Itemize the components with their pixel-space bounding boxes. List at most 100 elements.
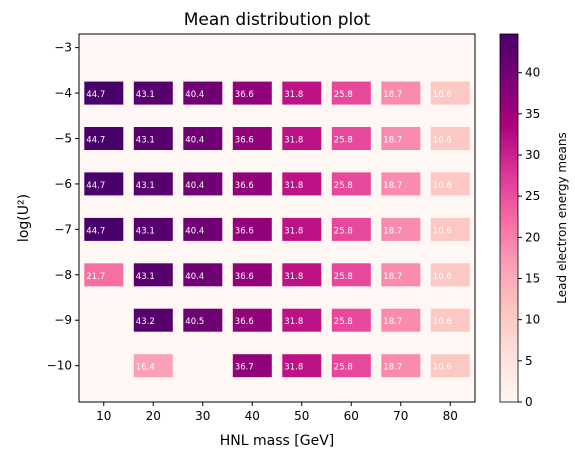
cell-value-label: 31.8 [284, 90, 303, 100]
heatmap-cell [331, 263, 371, 287]
cell-value-label: 25.8 [334, 226, 353, 236]
heatmap-cell [282, 217, 322, 241]
colorbar [499, 33, 519, 403]
cell-value-label: 36.7 [235, 363, 254, 373]
cell-value-label: 10.6 [433, 226, 452, 236]
cell-value-label: 43.1 [136, 90, 155, 100]
cell-value-label: 31.8 [284, 181, 303, 191]
cell-value-label: 21.7 [86, 272, 105, 282]
cell-value-label: 44.7 [86, 181, 105, 191]
x-tick-label: 80 [443, 409, 458, 423]
heatmap-cell-labels: 44.7 43.1 40.4 36.6 31.8 25.8 18.7 10.6 44.7 43.1… [86, 90, 451, 373]
heatmap-cell [381, 354, 421, 378]
heatmap-cell [84, 81, 124, 105]
heatmap-cell [282, 81, 322, 105]
colorbar-tick-label: 5 [525, 354, 533, 368]
heatmap-cell [381, 263, 421, 287]
heatmap-cell [331, 81, 371, 105]
heatmap-cell [430, 217, 470, 241]
cell-value-label: 40.4 [185, 181, 204, 191]
x-tick-label: 60 [344, 409, 359, 423]
colorbar-tick-label: 35 [525, 107, 540, 121]
heatmap-cells [84, 81, 470, 378]
heatmap-cell [430, 81, 470, 105]
cell-value-label: 31.8 [284, 272, 303, 282]
heatmap-cell [430, 308, 470, 332]
heatmap-cell [331, 354, 371, 378]
y-tick-label: −5 [54, 131, 72, 145]
x-tick-label: 40 [245, 409, 260, 423]
heatmap-cell [133, 81, 173, 105]
heatmap-cell [133, 127, 173, 150]
heatmap-cell [183, 172, 223, 196]
y-tick-label: −7 [54, 222, 72, 236]
cell-value-label: 0.0 [86, 317, 100, 327]
cell-value-label: 36.6 [235, 181, 254, 191]
cell-value-label: 10.6 [433, 136, 452, 146]
colorbar-tick-label: 40 [525, 66, 540, 80]
colorbar-tick-label: 15 [525, 272, 540, 286]
cell-value-label: 40.4 [185, 226, 204, 236]
cell-value-label: 25.8 [334, 363, 353, 373]
x-axis-ticks: 10 20 30 40 50 60 70 80 [96, 402, 458, 423]
cell-value-label: 25.8 [334, 317, 353, 327]
cell-value-label: 25.8 [334, 272, 353, 282]
x-tick-label: 70 [393, 409, 408, 423]
colorbar-tick-label: 0 [525, 395, 533, 409]
cell-value-label: 36.6 [235, 226, 254, 236]
cell-value-label: 18.7 [383, 272, 402, 282]
heatmap-cell [381, 127, 421, 150]
cell-value-label: 18.7 [383, 181, 402, 191]
heatmap-cell [381, 308, 421, 332]
cell-value-label: 40.4 [185, 90, 204, 100]
heatmap-cell [133, 354, 173, 378]
cell-value-label: 44.7 [86, 136, 105, 146]
heatmap-cell [183, 81, 223, 105]
heatmap-cell [331, 172, 371, 196]
heatmap-cell [232, 217, 272, 241]
colorbar-tick-label: 30 [525, 148, 540, 162]
heatmap-cell [133, 217, 173, 241]
cell-value-label: 40.4 [185, 272, 204, 282]
heatmap-cell [331, 217, 371, 241]
x-tick-label: 50 [294, 409, 309, 423]
cell-value-label: 40.5 [185, 317, 204, 327]
cell-value-label: 10.6 [433, 181, 452, 191]
cell-value-label: 36.6 [235, 90, 254, 100]
heatmap-cell [430, 263, 470, 287]
heatmap-cell [84, 308, 124, 332]
y-tick-label: −6 [54, 177, 72, 191]
heatmap-cell [430, 354, 470, 378]
colorbar-tick-label: 10 [525, 313, 540, 327]
cell-value-label: 43.1 [136, 226, 155, 236]
heatmap-cell [331, 308, 371, 332]
cell-value-label: 25.8 [334, 90, 353, 100]
cell-value-label: 18.7 [383, 226, 402, 236]
heatmap-cell [232, 354, 272, 378]
heatmap-cell [84, 263, 124, 287]
cell-value-label: 43.2 [136, 317, 155, 327]
heatmap-cell [381, 217, 421, 241]
x-tick-label: 10 [96, 409, 111, 423]
cell-value-label: 43.1 [136, 272, 155, 282]
colorbar-ticks: 0 5 10 15 20 25 30 35 40 [518, 66, 540, 409]
y-tick-label: −8 [54, 268, 72, 282]
cell-value-label: 25.8 [334, 136, 353, 146]
heatmap-cell [133, 172, 173, 196]
heatmap-cell [232, 263, 272, 287]
y-tick-label: −4 [54, 86, 72, 100]
cell-value-label: 10.6 [433, 90, 452, 100]
heatmap-cell [133, 263, 173, 287]
cell-value-label: 36.6 [235, 272, 254, 282]
colorbar-tick-label: 25 [525, 189, 540, 203]
cell-value-label: 40.4 [185, 136, 204, 146]
heatmap-cell [282, 172, 322, 196]
cell-value-label: 36.6 [235, 136, 254, 146]
heatmap-cell [232, 81, 272, 105]
cell-value-label: 31.8 [284, 226, 303, 236]
heatmap-cell [430, 127, 470, 150]
heatmap-cell [84, 217, 124, 241]
heatmap-cell [232, 127, 272, 150]
cell-value-label: 18.7 [383, 136, 402, 146]
